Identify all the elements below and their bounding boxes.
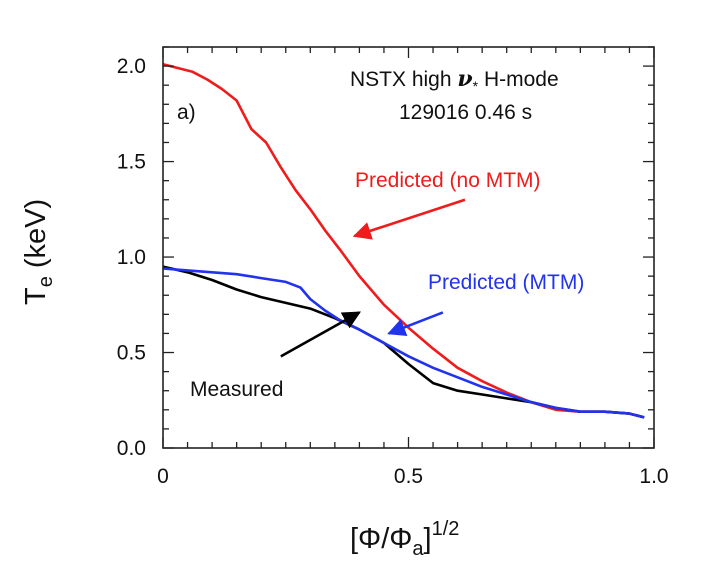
y-axis-title-sub: e xyxy=(35,276,57,287)
x-axis-title-tail: ] xyxy=(424,523,432,555)
y-tick-label: 2.0 xyxy=(117,55,146,78)
annotation-suffix: H-mode xyxy=(478,68,559,91)
nu-symbol: ν xyxy=(457,66,472,92)
annotation-line2: 129016 0.46 s xyxy=(399,101,532,124)
label-measured: Measured xyxy=(190,378,283,401)
annotation-line1: NSTX high ν* H-mode xyxy=(350,66,559,94)
arrow-layer xyxy=(280,198,466,358)
x-axis-title-main: [Φ/Φ xyxy=(350,523,412,555)
y-tick-label: 0.0 xyxy=(117,437,146,460)
series-layer xyxy=(162,62,645,419)
panel-label: a) xyxy=(177,101,196,124)
arrow-measured xyxy=(280,311,361,358)
y-tick-label: 0.5 xyxy=(117,342,146,365)
x-axis-title-sub: a xyxy=(412,538,424,560)
x-axis-title: [Φ/Φa]1/2 xyxy=(350,518,459,560)
y-axis-title-tail: (keV) xyxy=(20,199,52,276)
series-line-no-mtm xyxy=(162,62,645,419)
y-axis-title-main: T xyxy=(20,287,52,305)
series-line-mtm xyxy=(162,267,645,419)
y-tick-label: 1.0 xyxy=(117,246,146,269)
label-predicted-mtm: Predicted (MTM) xyxy=(428,271,584,294)
nu-subscript: * xyxy=(473,78,479,94)
y-tick-label: 1.5 xyxy=(117,151,146,174)
annotation-prefix: NSTX high xyxy=(350,68,457,91)
y-axis-title: Te (keV) xyxy=(20,199,57,305)
tick-layer: 0.0 0.5 1.0 1.5 2.0 0 0.5 1.0 xyxy=(117,46,669,488)
x-tick-label: 1.0 xyxy=(639,465,668,488)
x-tick-label: 0.5 xyxy=(394,465,423,488)
x-tick-label: 0 xyxy=(157,465,169,488)
label-predicted-no-mtm: Predicted (no MTM) xyxy=(355,169,541,192)
x-axis-title-sup: 1/2 xyxy=(432,518,460,540)
arrow-mtm xyxy=(387,311,444,336)
arrow-no-mtm xyxy=(352,198,466,240)
